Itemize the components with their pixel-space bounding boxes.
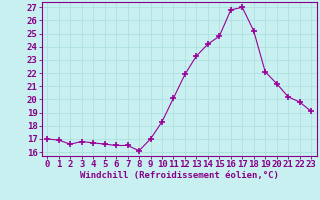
X-axis label: Windchill (Refroidissement éolien,°C): Windchill (Refroidissement éolien,°C) (80, 171, 279, 180)
